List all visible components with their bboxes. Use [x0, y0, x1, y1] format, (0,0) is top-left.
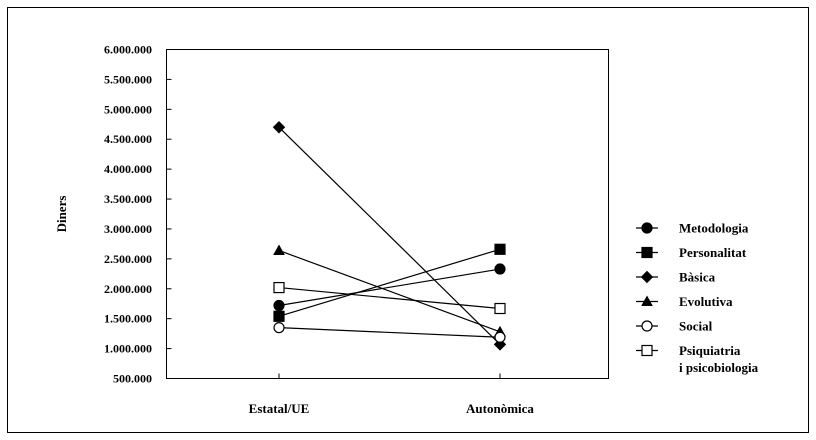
series-line: [278, 249, 501, 333]
data-point: [494, 331, 506, 343]
y-tick-label: 4.500.000: [104, 132, 152, 146]
legend-marker: [641, 344, 653, 357]
series: [273, 263, 506, 312]
series: [273, 281, 506, 315]
data-point: [272, 121, 286, 134]
y-tick-label: 3.500.000: [104, 192, 152, 206]
series-line: [278, 327, 501, 338]
y-axis: 500.000 1.000.000 1.500.000 2.000.000 2.500.…: [104, 43, 172, 386]
legend-label: Social: [679, 319, 713, 334]
series-layer: [272, 121, 507, 351]
legend-label: Metodologia: [679, 221, 749, 236]
data-point: [273, 322, 285, 334]
legend-entry: Bàsica: [636, 270, 716, 285]
legend-entry: Metodologia: [636, 221, 749, 236]
series-line: [278, 286, 501, 310]
series-line: [278, 248, 501, 317]
series: [273, 243, 506, 322]
legend: Metodologia Personalitat Bàsica Evolutiva So…: [636, 221, 759, 375]
outer-frame: [7, 7, 809, 433]
legend-entry: Social: [636, 319, 713, 334]
y-tick-label: 5.000.000: [104, 102, 152, 116]
y-tick-label: 500.000: [113, 372, 152, 386]
y-tick-label: 1.500.000: [104, 312, 152, 326]
legend-marker: [640, 270, 654, 284]
y-tick-label: 1.000.000: [104, 342, 152, 356]
data-point: [273, 310, 285, 322]
x-category-label: Estatal/UE: [249, 401, 310, 416]
plot-area: [166, 49, 609, 379]
legend-label: Bàsica: [679, 270, 716, 285]
series-line: [278, 126, 501, 345]
data-point: [273, 244, 285, 255]
y-tick-label: 3.000.000: [104, 222, 152, 236]
y-tick-label: 4.000.000: [104, 162, 152, 176]
data-point: [494, 243, 506, 255]
legend-marker: [641, 320, 653, 332]
legend-entry: Evolutiva: [636, 294, 733, 309]
y-tick-label: 5.500.000: [104, 72, 152, 86]
legend-marker: [641, 295, 653, 306]
series: [272, 121, 507, 351]
legend-label: Evolutiva: [679, 294, 733, 309]
series: [273, 322, 506, 343]
x-axis: Estatal/UE Autonòmica: [249, 373, 534, 416]
data-point: [494, 302, 506, 315]
legend-label: Personalitat: [679, 245, 747, 260]
y-axis-label: Diners: [54, 196, 69, 233]
legend-marker: [641, 222, 653, 234]
legend-entry: Personalitat: [636, 245, 747, 260]
x-category-label: Autonòmica: [466, 401, 534, 416]
legend-entry: Psiquiatria i psicobiologia: [636, 343, 759, 375]
legend-marker: [641, 246, 653, 259]
series-line: [278, 268, 501, 307]
data-point: [273, 281, 285, 294]
legend-label: Psiquiatria i psicobiologia: [679, 343, 759, 375]
data-point: [494, 263, 506, 275]
y-tick-label: 2.000.000: [104, 282, 152, 296]
y-tick-label: 6.000.000: [104, 43, 152, 57]
y-tick-label: 2.500.000: [104, 252, 152, 266]
data-point: [273, 299, 285, 312]
